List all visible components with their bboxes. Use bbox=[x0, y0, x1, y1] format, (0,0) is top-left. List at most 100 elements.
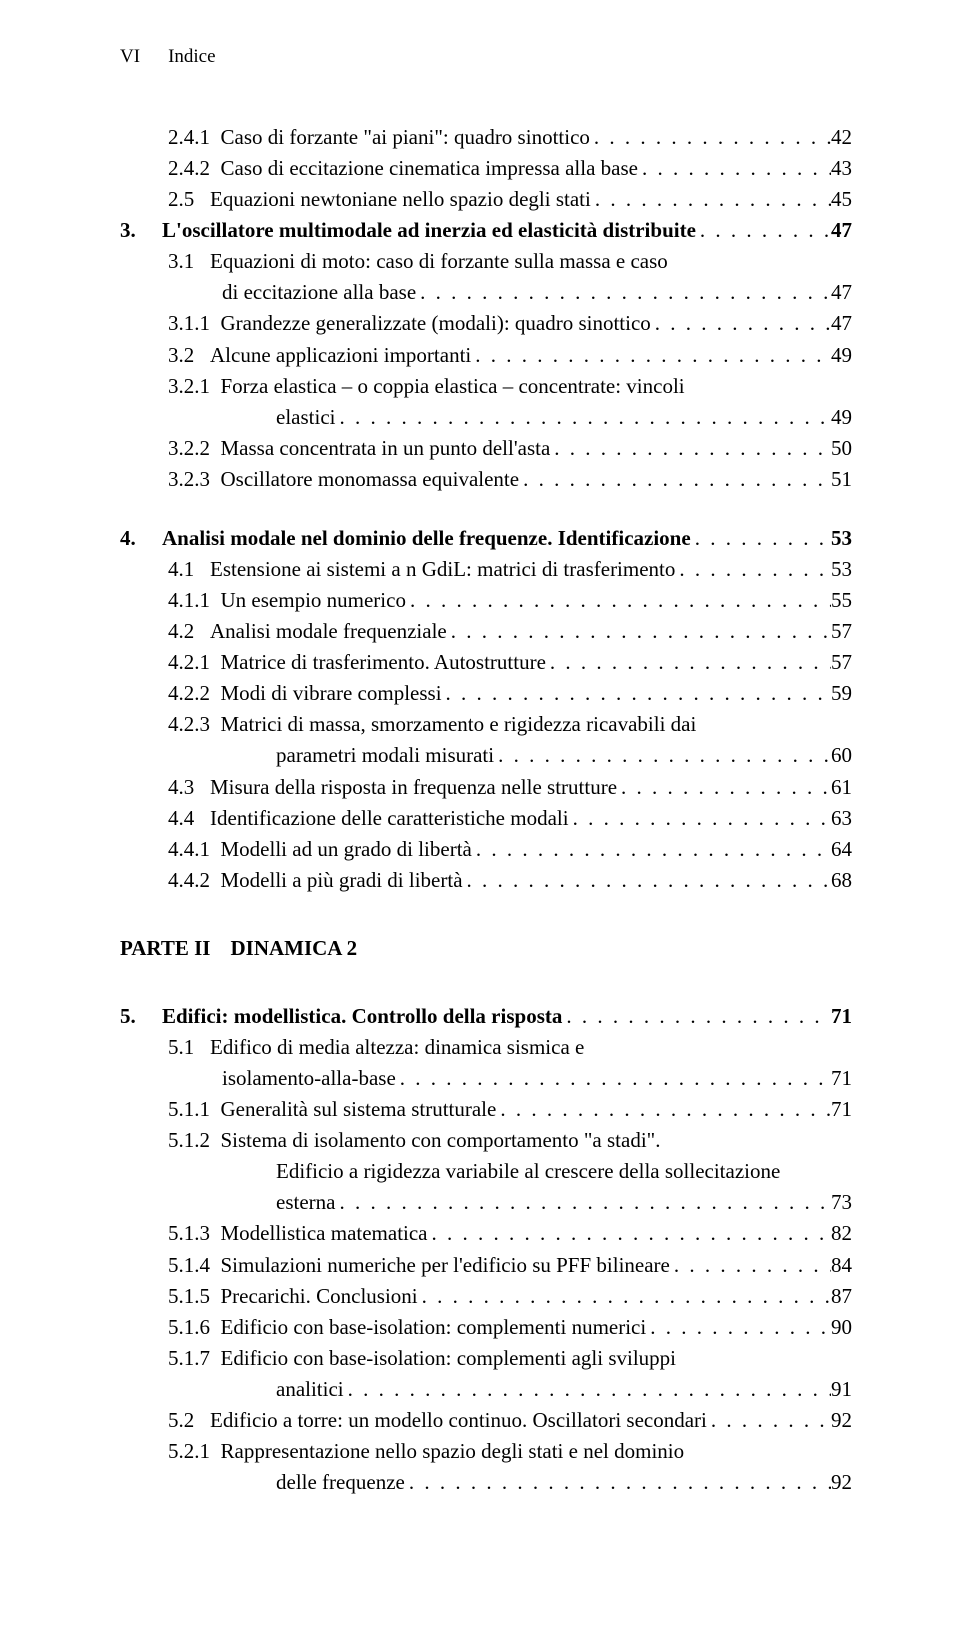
dot-leader: . . . . . . . . . . . . . . . . . . . . … bbox=[670, 1250, 831, 1281]
entry-text: L'oscillatore multimodale ad inerzia ed … bbox=[162, 215, 696, 246]
entry-page: 92 bbox=[831, 1405, 852, 1436]
toc-entry: 4.2.1 Matrice di trasferimento. Autostru… bbox=[120, 647, 852, 678]
entry-number: 5.1.5 bbox=[168, 1281, 221, 1312]
entry-number: 5.1 bbox=[168, 1032, 210, 1063]
entry-page: 84 bbox=[831, 1250, 852, 1281]
entry-text: Caso di forzante "ai piani": quadro sino… bbox=[221, 122, 590, 153]
part-gap bbox=[120, 961, 852, 1001]
entry-page: 49 bbox=[831, 340, 852, 371]
entry-text: Un esempio numerico bbox=[221, 585, 406, 616]
entry-text: isolamento-alla-base bbox=[222, 1063, 396, 1094]
toc-entry: 3.2.2 Massa concentrata in un punto dell… bbox=[120, 433, 852, 464]
entry-text: Modelli a più gradi di libertà bbox=[221, 865, 463, 896]
entry-number: 4.4 bbox=[168, 803, 210, 834]
entry-number: 2.4.2 bbox=[168, 153, 221, 184]
entry-page: 53 bbox=[831, 554, 852, 585]
entry-page: 82 bbox=[831, 1218, 852, 1249]
entry-number: 3.1.1 bbox=[168, 308, 221, 339]
toc-entry: 4.2.3 Matrici di massa, smorzamento e ri… bbox=[120, 709, 852, 740]
entry-page: 71 bbox=[831, 1001, 852, 1032]
dot-leader: . . . . . . . . . . . . . . . . . . . . … bbox=[396, 1063, 831, 1094]
entry-number: 2.5 bbox=[168, 184, 210, 215]
entry-page: 59 bbox=[831, 678, 852, 709]
toc-entry: 4.2.2 Modi di vibrare complessi. . . . .… bbox=[120, 678, 852, 709]
dot-leader: . . . . . . . . . . . . . . . . . . . . … bbox=[405, 1467, 831, 1498]
dot-leader: . . . . . . . . . . . . . . . . . . . . … bbox=[617, 772, 831, 803]
entry-page: 71 bbox=[831, 1063, 852, 1094]
dot-leader: . . . . . . . . . . . . . . . . . . . . … bbox=[416, 277, 831, 308]
entry-text: analitici bbox=[276, 1374, 344, 1405]
dot-leader: . . . . . . . . . . . . . . . . . . . . … bbox=[646, 1312, 831, 1343]
toc-entry: 3.1 Equazioni di moto: caso di forzante … bbox=[120, 246, 852, 277]
toc-entry: 5.1.1 Generalità sul sistema strutturale… bbox=[120, 1094, 852, 1125]
page: VI Indice 2.4.1 Caso di forzante "ai pia… bbox=[0, 0, 960, 1637]
entry-page: 90 bbox=[831, 1312, 852, 1343]
entry-number: 4.3 bbox=[168, 772, 210, 803]
toc-entry: di eccitazione alla base. . . . . . . . … bbox=[120, 277, 852, 308]
dot-leader: . . . . . . . . . . . . . . . . . . . . … bbox=[442, 678, 831, 709]
entry-text: Caso di eccitazione cinematica impressa … bbox=[221, 153, 638, 184]
toc-entry: 5.1.2 Sistema di isolamento con comporta… bbox=[120, 1125, 852, 1156]
entry-text: Edificio con base-isolation: complementi… bbox=[221, 1343, 677, 1374]
entry-page: 43 bbox=[831, 153, 852, 184]
part-heading: PARTE IIDINAMICA 2 bbox=[120, 936, 852, 961]
toc-entry: esterna. . . . . . . . . . . . . . . . .… bbox=[120, 1187, 852, 1218]
entry-text: delle frequenze bbox=[276, 1467, 405, 1498]
entry-number: 5.1.1 bbox=[168, 1094, 221, 1125]
entry-text: Equazioni di moto: caso di forzante sull… bbox=[210, 246, 668, 277]
entry-text: parametri modali misurati bbox=[276, 740, 494, 771]
toc-entry: parametri modali misurati. . . . . . . .… bbox=[120, 740, 852, 771]
entry-text: esterna bbox=[276, 1187, 335, 1218]
entry-number: 5.1.6 bbox=[168, 1312, 221, 1343]
toc-entry: 3.2.1 Forza elastica – o coppia elastica… bbox=[120, 371, 852, 402]
dot-leader: . . . . . . . . . . . . . . . . . . . . … bbox=[344, 1374, 831, 1405]
toc-entry: 5.1.5 Precarichi. Conclusioni. . . . . .… bbox=[120, 1281, 852, 1312]
entry-text: Misura della risposta in frequenza nelle… bbox=[210, 772, 617, 803]
entry-text: Matrice di trasferimento. Autostrutture bbox=[221, 647, 546, 678]
entry-text: Rappresentazione nello spazio degli stat… bbox=[221, 1436, 685, 1467]
dot-leader: . . . . . . . . . . . . . . . . . . . . … bbox=[638, 153, 831, 184]
toc-entry: 5.2.1 Rappresentazione nello spazio degl… bbox=[120, 1436, 852, 1467]
entry-number: 5.1.2 bbox=[168, 1125, 221, 1156]
entry-text: di eccitazione alla base bbox=[222, 277, 416, 308]
toc-entry: 4.1 Estensione ai sistemi a n GdiL: matr… bbox=[120, 554, 852, 585]
dot-leader: . . . . . . . . . . . . . . . . . . . . … bbox=[519, 464, 831, 495]
toc-entry: 5.2 Edificio a torre: un modello continu… bbox=[120, 1405, 852, 1436]
dot-leader: . . . . . . . . . . . . . . . . . . . . … bbox=[651, 308, 831, 339]
entry-number: 5. bbox=[120, 1001, 162, 1032]
toc-entry: 5.1 Edifico di media altezza: dinamica s… bbox=[120, 1032, 852, 1063]
entry-page: 47 bbox=[831, 215, 852, 246]
dot-leader: . . . . . . . . . . . . . . . . . . . . … bbox=[496, 1094, 831, 1125]
entry-page: 63 bbox=[831, 803, 852, 834]
entry-text: Analisi modale nel dominio delle frequen… bbox=[162, 523, 691, 554]
entry-number: 4. bbox=[120, 523, 162, 554]
toc-entry: 4.1.1 Un esempio numerico. . . . . . . .… bbox=[120, 585, 852, 616]
entry-page: 57 bbox=[831, 647, 852, 678]
entry-text: Oscillatore monomassa equivalente bbox=[221, 464, 520, 495]
entry-text: Precarichi. Conclusioni bbox=[221, 1281, 418, 1312]
toc-entry: 3.2.3 Oscillatore monomassa equivalente.… bbox=[120, 464, 852, 495]
entry-number: 4.2 bbox=[168, 616, 210, 647]
entry-number: 2.4.1 bbox=[168, 122, 221, 153]
entry-page: 91 bbox=[831, 1374, 852, 1405]
entry-text: elastici bbox=[276, 402, 335, 433]
dot-leader: . . . . . . . . . . . . . . . . . . . . … bbox=[569, 803, 831, 834]
entry-text: Matrici di massa, smorzamento e rigidezz… bbox=[221, 709, 697, 740]
toc-entry: 4.2 Analisi modale frequenziale. . . . .… bbox=[120, 616, 852, 647]
part-title-text: DINAMICA 2 bbox=[230, 936, 357, 961]
dot-leader: . . . . . . . . . . . . . . . . . . . . … bbox=[335, 402, 831, 433]
entry-page: 57 bbox=[831, 616, 852, 647]
entry-number: 4.1.1 bbox=[168, 585, 221, 616]
dot-leader: . . . . . . . . . . . . . . . . . . . . … bbox=[675, 554, 831, 585]
entry-page: 64 bbox=[831, 834, 852, 865]
entry-number: 4.4.1 bbox=[168, 834, 221, 865]
dot-leader: . . . . . . . . . . . . . . . . . . . . … bbox=[428, 1218, 831, 1249]
toc-entry: 2.4.2 Caso di eccitazione cinematica imp… bbox=[120, 153, 852, 184]
entry-number: 5.2 bbox=[168, 1405, 210, 1436]
entry-number: 3.2.2 bbox=[168, 433, 221, 464]
toc-entry: 5.1.4 Simulazioni numeriche per l'edific… bbox=[120, 1250, 852, 1281]
entry-number: 4.2.1 bbox=[168, 647, 221, 678]
entry-text: Edifici: modellistica. Controllo della r… bbox=[162, 1001, 562, 1032]
dot-leader: . . . . . . . . . . . . . . . . . . . . … bbox=[463, 865, 831, 896]
entry-page: 50 bbox=[831, 433, 852, 464]
